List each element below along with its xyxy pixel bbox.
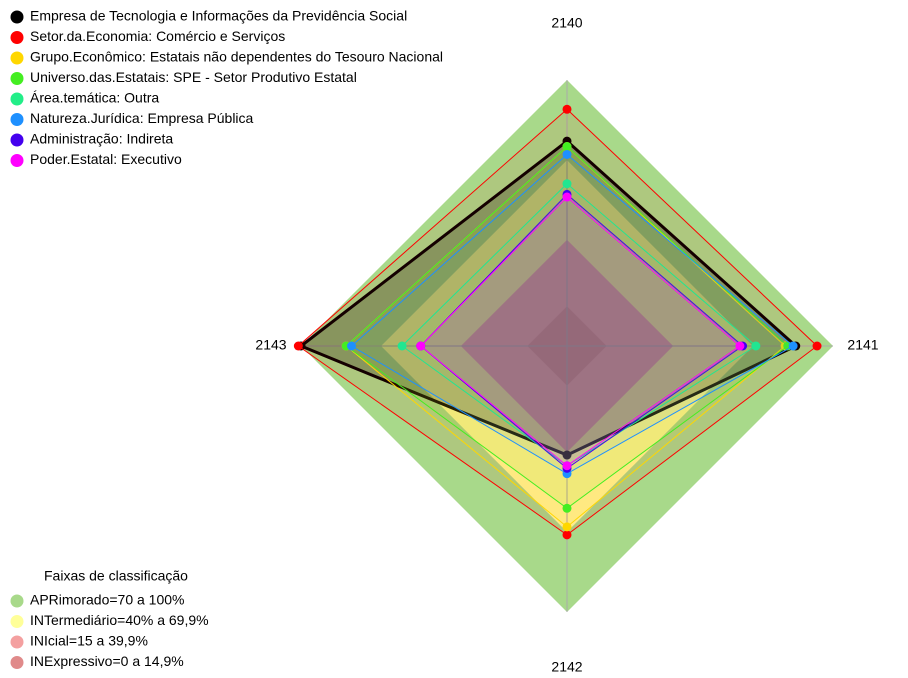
band-swatch [10,615,24,628]
legend-label: Grupo.Econômico: Estatais não dependente… [30,49,443,65]
band-swatch [10,594,24,608]
legend-swatch [10,10,24,24]
legend-swatch [10,133,24,147]
series-point [293,341,303,351]
band-label: INExpressivo=0 a 14,9% [30,653,184,669]
band-label: APRimorado=70 a 100% [30,592,185,608]
legend-label: Setor.da.Economia: Comércio e Serviços [30,28,285,44]
legend-label: Administração: Indireta [30,131,173,147]
series-point [562,450,572,460]
series-point [562,142,572,151]
legend-swatch [10,72,24,85]
band-label: INIcial=15 a 39,9% [30,633,148,649]
band-label: INTermediário=40% a 69,9% [30,612,209,628]
legend-swatch [10,92,24,106]
series-point [562,104,572,114]
series-point [788,341,798,351]
legend-swatch [10,154,24,167]
series-point [397,341,407,351]
legend-label: Poder.Estatal: Executivo [30,151,182,167]
legend-swatch [10,31,24,44]
axis-label: 2140 [551,15,582,31]
series-point [562,530,572,540]
series-point [416,341,426,351]
legend-swatch [10,113,24,126]
series-point [751,341,761,351]
series-point [562,503,572,513]
legend-swatch [10,51,24,65]
series-point [562,179,572,189]
series-point [562,522,572,532]
legend-label: Natureza.Jurídica: Empresa Pública [30,110,254,126]
series-point [562,461,572,471]
series-point [735,341,745,351]
axis-label: 2142 [551,659,582,675]
series-point [347,341,357,351]
bands-title: Faixas de classificação [44,568,188,584]
series-point [562,149,572,159]
legend-label: Universo.das.Estatais: SPE - Setor Produ… [30,69,357,85]
series-point [812,341,822,351]
band-swatch [10,656,24,669]
axis-label: 2141 [847,337,878,353]
band-swatch [10,635,24,649]
axis-label: 2143 [255,337,286,353]
legend-label: Empresa de Tecnologia e Informações da P… [30,8,407,24]
series-point [562,192,572,202]
legend-label: Área.temática: Outra [30,90,159,106]
